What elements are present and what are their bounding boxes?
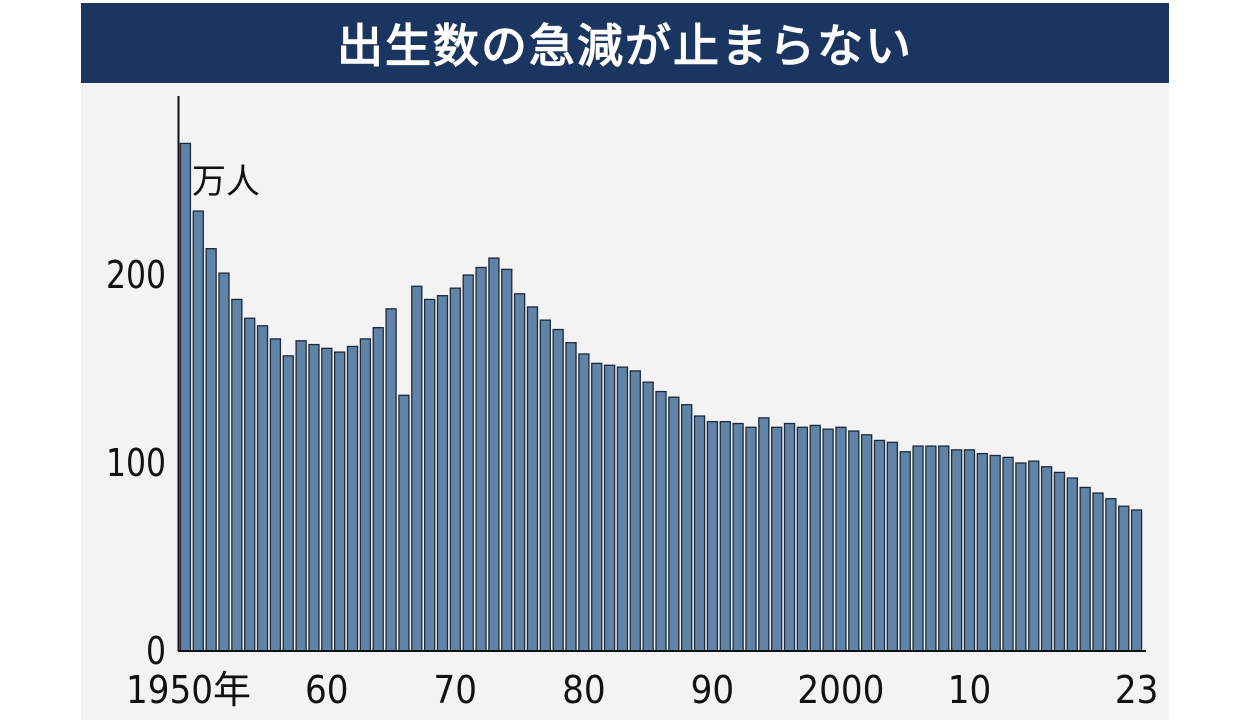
bar-1970 — [449, 287, 462, 652]
bar-1993 — [745, 426, 757, 652]
x-tick-2023: 23 — [1115, 668, 1159, 712]
bar-1957 — [282, 355, 294, 652]
bar-2000 — [835, 426, 847, 652]
bar-1980 — [578, 353, 590, 652]
bar-1977 — [539, 319, 551, 652]
bar-1972 — [475, 266, 487, 652]
bar-2021 — [1105, 498, 1117, 652]
bar-1984 — [629, 370, 641, 652]
unit-label: 万人 — [192, 162, 260, 202]
bar-1991 — [719, 420, 731, 652]
bar-2009 — [950, 449, 963, 652]
bar-1983 — [616, 366, 629, 652]
bar-1960 — [321, 347, 333, 652]
bar-2002 — [860, 434, 873, 652]
x-tick-labels: 1950年 60 70 80 90 2000 10 23 — [126, 668, 1158, 712]
x-tick-1990: 90 — [691, 668, 735, 712]
bar-2011 — [976, 452, 989, 652]
x-tick-2000: 2000 — [797, 668, 884, 712]
bar-1950 — [192, 210, 204, 652]
bar-1986 — [655, 390, 667, 652]
bar-2008 — [938, 445, 950, 652]
bar-2004 — [886, 441, 899, 652]
bar-1973 — [488, 257, 500, 652]
bar-2010 — [963, 449, 976, 652]
bar-2022 — [1118, 505, 1130, 652]
bar-1982 — [603, 364, 616, 652]
bar-1987 — [668, 396, 680, 652]
bar-2016 — [1040, 466, 1053, 652]
bar-1997 — [796, 426, 809, 652]
bar-1996 — [783, 422, 796, 652]
bar-2007 — [925, 445, 937, 652]
y-tick-200: 200 — [106, 253, 166, 297]
bar-1959 — [308, 343, 320, 652]
bar-1995 — [771, 426, 783, 652]
bar-1981 — [591, 362, 603, 652]
bar-1994 — [758, 417, 770, 652]
bar-1975 — [513, 293, 526, 652]
bar-2014 — [1015, 462, 1027, 652]
bar-1953 — [231, 298, 243, 652]
bar-1956 — [269, 338, 282, 652]
bar-1968 — [423, 298, 436, 652]
bars-group — [179, 142, 1143, 652]
bar-1990 — [706, 420, 719, 652]
bar-1965 — [385, 308, 397, 652]
bar-2003 — [873, 439, 886, 652]
bar-2015 — [1028, 460, 1040, 652]
bar-2006 — [912, 445, 924, 652]
chart-title-bar: 出生数の急減が止まらない — [81, 3, 1169, 83]
bar-1966 — [398, 394, 410, 652]
bar-1949 — [179, 142, 192, 652]
bar-1985 — [642, 381, 654, 652]
bar-1969 — [436, 295, 449, 652]
bar-2018 — [1066, 477, 1078, 652]
bar-1974 — [501, 268, 513, 652]
bar-1954 — [244, 317, 256, 652]
chart-title: 出生数の急減が止まらない — [337, 19, 913, 73]
bar-1992 — [732, 422, 744, 652]
bar-1963 — [359, 338, 372, 652]
x-tick-1960: 60 — [305, 668, 349, 712]
y-tick-labels: 0 100 200 — [106, 253, 166, 673]
bar-1961 — [333, 351, 346, 652]
bar-2013 — [1002, 456, 1014, 652]
bar-2023 — [1130, 509, 1143, 652]
y-tick-0: 0 — [146, 629, 166, 673]
bar-2005 — [899, 451, 911, 652]
y-tick-100: 100 — [106, 441, 166, 485]
bar-1999 — [822, 428, 834, 652]
bar-1988 — [681, 404, 693, 652]
bar-1952 — [218, 272, 230, 652]
bar-1978 — [552, 328, 564, 652]
bar-1967 — [411, 285, 423, 652]
bar-1964 — [372, 326, 384, 652]
x-tick-1970: 70 — [434, 668, 478, 712]
bar-1998 — [809, 424, 821, 652]
bar-1989 — [693, 415, 706, 652]
x-tick-2010: 10 — [948, 668, 992, 712]
bar-1971 — [462, 274, 474, 652]
bar-1979 — [565, 342, 577, 652]
x-tick-1950: 1950年 — [126, 668, 251, 712]
bar-2020 — [1092, 492, 1104, 652]
bar-2019 — [1079, 486, 1091, 652]
bar-2017 — [1053, 471, 1066, 652]
bar-1951 — [205, 248, 217, 652]
bar-2001 — [848, 430, 860, 652]
bar-1976 — [526, 306, 539, 652]
bar-1962 — [346, 345, 359, 652]
bar-2012 — [989, 454, 1001, 652]
bar-1955 — [256, 325, 269, 652]
bar-1958 — [295, 340, 307, 652]
x-tick-1980: 80 — [562, 668, 606, 712]
